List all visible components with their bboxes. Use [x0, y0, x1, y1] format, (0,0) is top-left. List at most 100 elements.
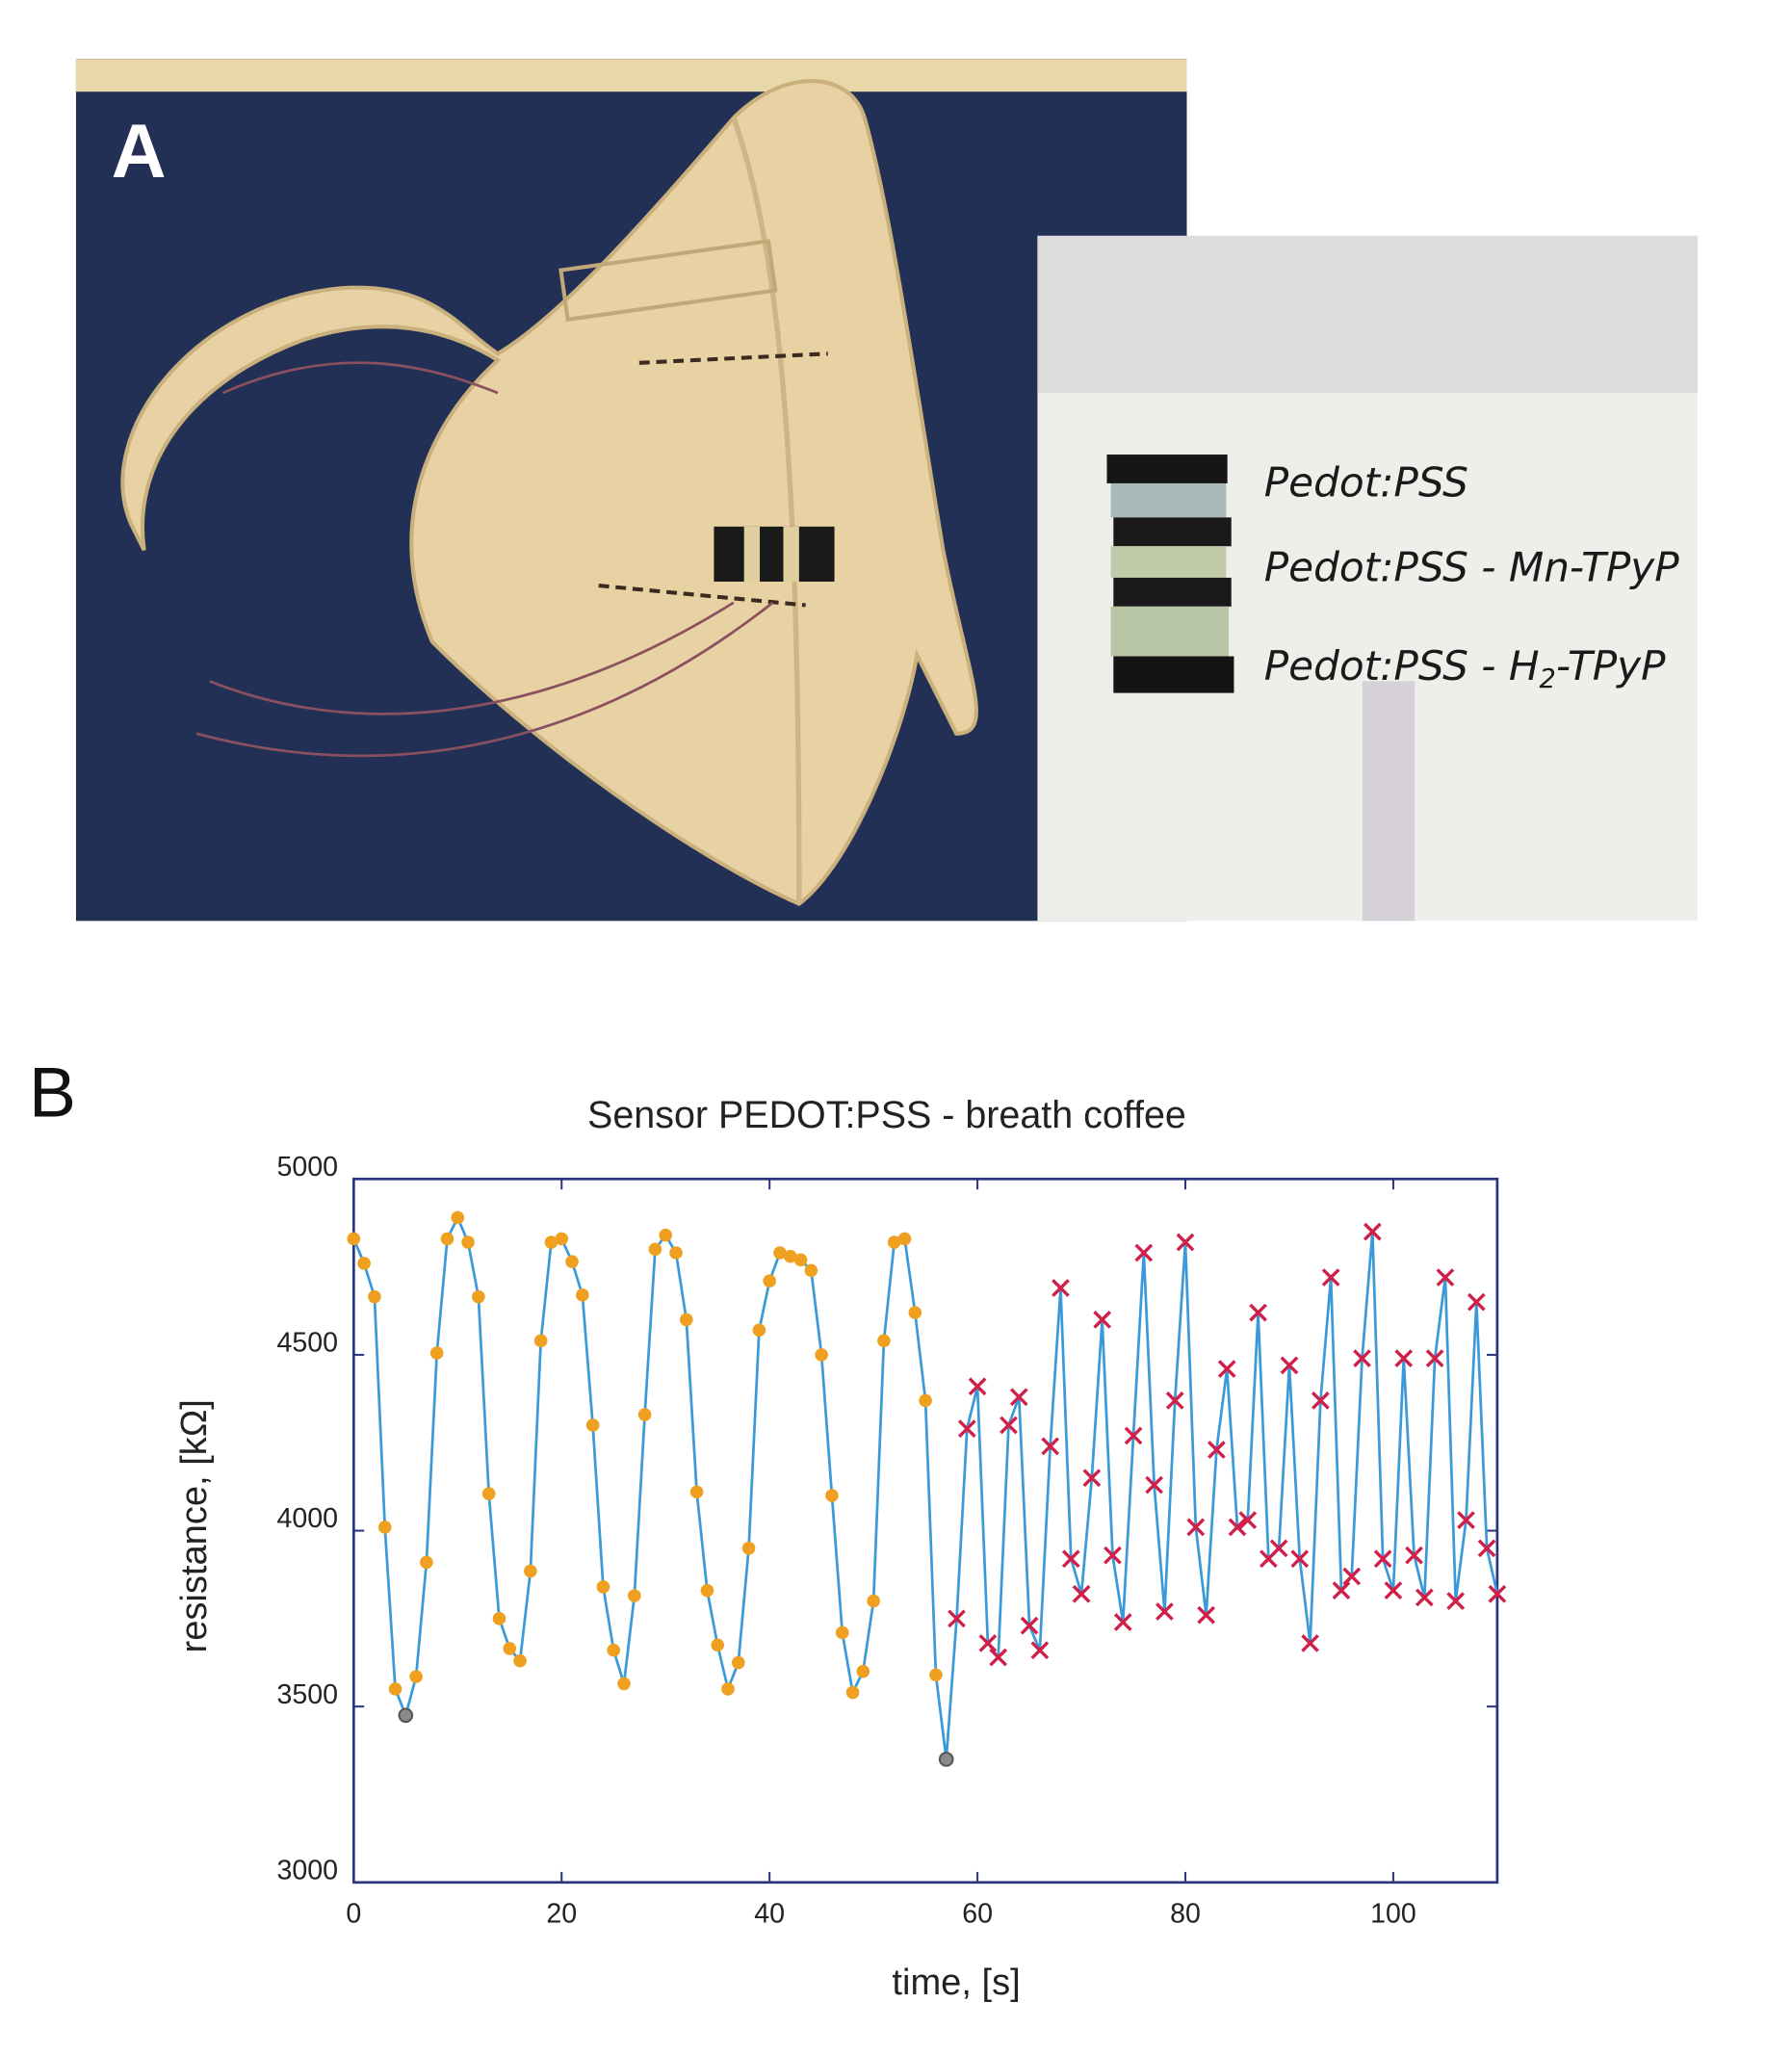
point [1061, 1549, 1080, 1569]
point [1415, 1588, 1434, 1607]
point [628, 1589, 641, 1602]
point [968, 1377, 987, 1396]
x-axis-label: time, [s] [892, 1963, 1020, 2003]
point [1124, 1426, 1143, 1445]
y-axis-label: resistance, [kΩ] [174, 1399, 215, 1652]
panel-label: A [112, 109, 167, 194]
y-tick-label: 3000 [276, 1855, 338, 1885]
point [1353, 1349, 1371, 1367]
point [752, 1323, 766, 1338]
inset-label: Pedot:PSS - H2-TPyP [1264, 641, 1666, 693]
point [1425, 1349, 1444, 1367]
point [347, 1232, 361, 1246]
point [783, 1249, 797, 1263]
point [1342, 1567, 1362, 1586]
point [451, 1210, 465, 1225]
point [1280, 1356, 1299, 1375]
point [513, 1653, 527, 1668]
y-tick-label: 3500 [276, 1679, 338, 1710]
label-part: Pedot:PSS - H [1264, 641, 1540, 689]
point [815, 1348, 828, 1362]
point [763, 1274, 776, 1288]
point [1332, 1581, 1351, 1600]
point [1197, 1605, 1215, 1625]
point [948, 1609, 966, 1628]
point [637, 1408, 652, 1421]
label-part: Pedot:PSS - Mn-TPyP [1264, 543, 1679, 590]
x-tick-label: 80 [1170, 1898, 1201, 1929]
point [679, 1313, 693, 1327]
point [461, 1235, 475, 1249]
point [938, 1752, 954, 1767]
point [368, 1289, 381, 1304]
point [835, 1625, 849, 1640]
point [1093, 1311, 1112, 1329]
point [741, 1542, 756, 1555]
point [1321, 1268, 1340, 1287]
point [989, 1648, 1008, 1667]
point [773, 1246, 787, 1260]
point [533, 1334, 548, 1348]
label-part: -TPyP [1556, 641, 1666, 689]
inset-label: Pedot:PSS - Mn-TPyP [1264, 543, 1679, 590]
label-part: Pedot:PSS [1264, 458, 1468, 506]
label-part: 2 [1540, 664, 1556, 694]
point [544, 1235, 558, 1249]
point [1394, 1349, 1414, 1367]
point [877, 1334, 891, 1348]
point [1405, 1546, 1423, 1565]
point [1488, 1584, 1507, 1603]
point [1041, 1437, 1060, 1456]
point [1467, 1292, 1486, 1312]
plot-area: 0 20 40 60 80 100 3000 3500 4000 4500 5000 [276, 1152, 1507, 1929]
data-line [352, 1214, 1499, 1760]
point [585, 1418, 600, 1432]
point [929, 1668, 943, 1682]
point [388, 1682, 403, 1696]
point [1052, 1279, 1070, 1297]
point [1104, 1546, 1122, 1565]
point [481, 1487, 496, 1500]
y-tick-label: 4000 [276, 1503, 338, 1534]
point [1009, 1388, 1028, 1407]
point [957, 1419, 976, 1438]
point [1290, 1549, 1310, 1569]
x-tick-label: 60 [962, 1898, 993, 1929]
point [1208, 1441, 1226, 1459]
point [1228, 1518, 1247, 1537]
point [721, 1682, 735, 1696]
point [978, 1634, 998, 1652]
point [1186, 1518, 1206, 1537]
point [1000, 1416, 1018, 1435]
point [856, 1664, 870, 1678]
point [565, 1255, 579, 1268]
point [1311, 1391, 1330, 1410]
point [825, 1489, 839, 1502]
y-tick-label: 4500 [276, 1328, 338, 1359]
point [711, 1638, 724, 1652]
point [596, 1580, 610, 1594]
point [1113, 1613, 1132, 1631]
point [700, 1583, 714, 1598]
point [440, 1232, 454, 1246]
point [503, 1642, 517, 1655]
point [377, 1521, 392, 1534]
point [1134, 1243, 1154, 1262]
point [804, 1263, 818, 1278]
photo [75, 59, 1699, 922]
point [357, 1257, 371, 1270]
point [648, 1242, 662, 1257]
point [919, 1393, 932, 1408]
point [398, 1707, 414, 1724]
point [908, 1306, 922, 1319]
y-tick-label: 5000 [276, 1152, 338, 1183]
axes-box [351, 1177, 1499, 1885]
point [1145, 1475, 1163, 1495]
point [1030, 1641, 1050, 1660]
point [887, 1235, 901, 1249]
x-tick-label: 100 [1370, 1898, 1416, 1929]
point [689, 1485, 704, 1499]
x-tick-label: 20 [546, 1898, 577, 1929]
point [845, 1685, 860, 1700]
